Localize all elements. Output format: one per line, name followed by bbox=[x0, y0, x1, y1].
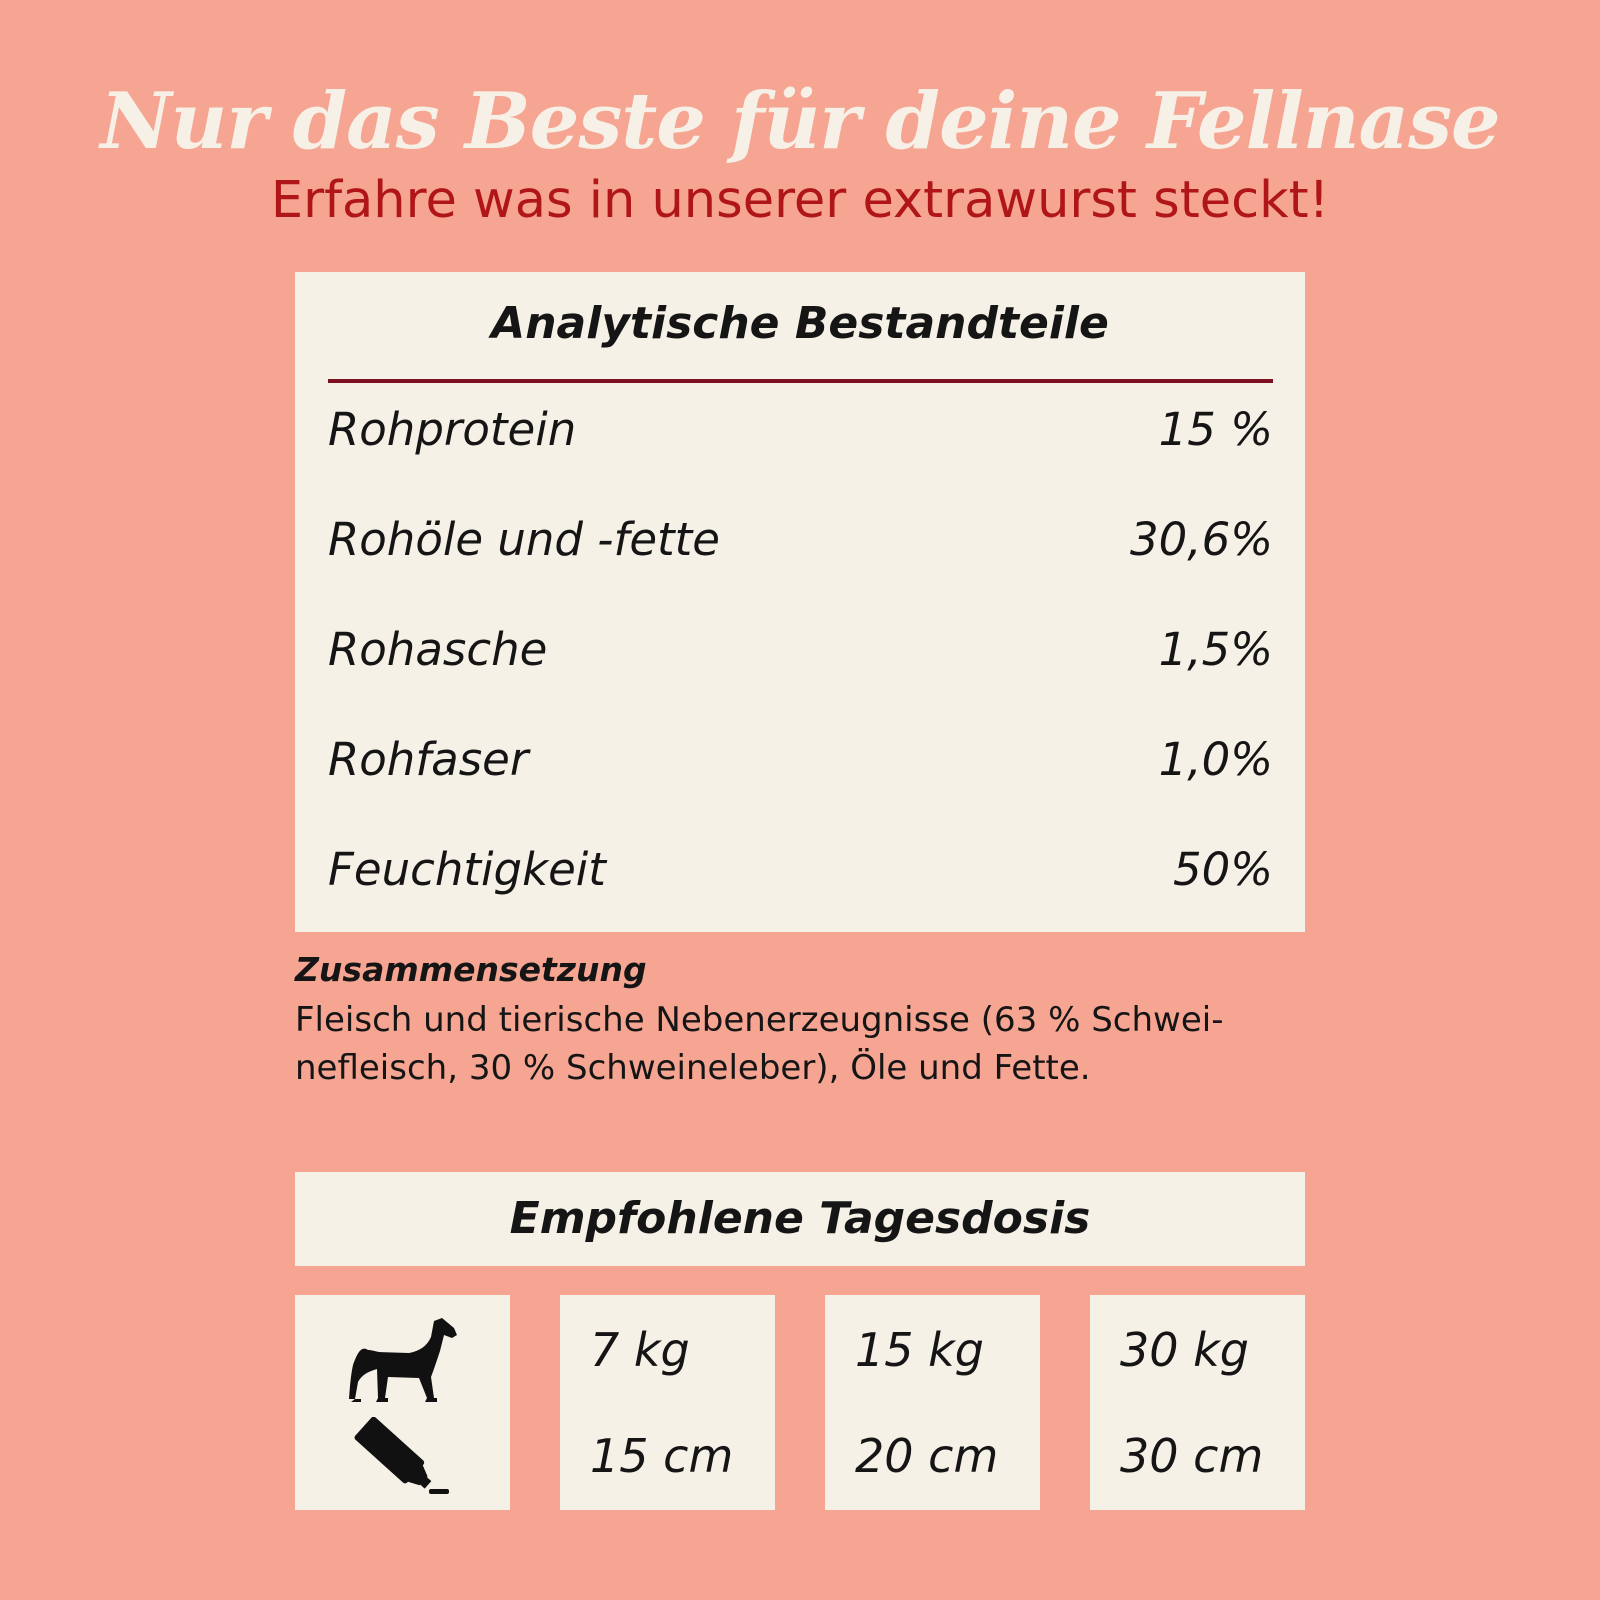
analysis-title: Analytische Bestandteile bbox=[491, 298, 1109, 349]
analysis-divider bbox=[328, 379, 1273, 383]
analysis-row-value: 1,0% bbox=[1158, 733, 1273, 786]
dosage-card-small: 7 kg 15 cm bbox=[560, 1295, 775, 1510]
analysis-row-label: Feuchtigkeit bbox=[328, 843, 606, 896]
page-subtitle: Erfahre was in unserer extrawurst steckt… bbox=[270, 171, 1330, 230]
dosage-card-medium: 15 kg 20 cm bbox=[825, 1295, 1040, 1510]
analysis-row-rohprotein: Rohprotein 15 % bbox=[328, 398, 1273, 462]
dosage-card-large: 30 kg 30 cm bbox=[1090, 1295, 1305, 1510]
dog-weight-value: 30 kg bbox=[1120, 1323, 1249, 1377]
analysis-row-label: Rohprotein bbox=[328, 403, 577, 456]
analysis-row-label: Rohöle und -fette bbox=[328, 513, 720, 566]
portion-length-value: 15 cm bbox=[590, 1429, 734, 1483]
analysis-row-value: 30,6% bbox=[1130, 513, 1273, 566]
analysis-row-value: 50% bbox=[1172, 843, 1273, 896]
analysis-row-rohoele: Rohöle und -fette 30,6% bbox=[328, 508, 1273, 572]
analysis-panel: Analytische Bestandteile Rohprotein 15 %… bbox=[295, 272, 1305, 932]
analysis-row-feuchtigkeit: Feuchtigkeit 50% bbox=[328, 838, 1273, 902]
portion-length-value: 20 cm bbox=[855, 1429, 999, 1483]
dosage-icon-card bbox=[295, 1295, 510, 1510]
dosage-header: Empfohlene Tagesdosis bbox=[295, 1172, 1305, 1266]
analysis-row-value: 15 % bbox=[1158, 403, 1273, 456]
analysis-row-label: Rohasche bbox=[328, 623, 548, 676]
analysis-row-rohfaser: Rohfaser 1,0% bbox=[328, 728, 1273, 792]
portion-length-value: 30 cm bbox=[1120, 1429, 1264, 1483]
dosage-title: Empfohlene Tagesdosis bbox=[509, 1193, 1091, 1244]
dog-icon bbox=[343, 1315, 465, 1403]
page-title: Nur das Beste für deine Fellnase bbox=[100, 76, 1500, 167]
analysis-row-rohasche: Rohasche 1,5% bbox=[328, 618, 1273, 682]
sausage-tube-icon bbox=[351, 1416, 461, 1497]
composition-title: Zusammensetzung bbox=[295, 950, 647, 989]
dog-weight-value: 15 kg bbox=[855, 1323, 984, 1377]
dog-weight-value: 7 kg bbox=[590, 1323, 690, 1377]
composition-text: Fleisch und tierische Nebenerzeugnisse (… bbox=[295, 1000, 1224, 1088]
analysis-row-label: Rohfaser bbox=[328, 733, 529, 786]
analysis-row-value: 1,5% bbox=[1158, 623, 1273, 676]
